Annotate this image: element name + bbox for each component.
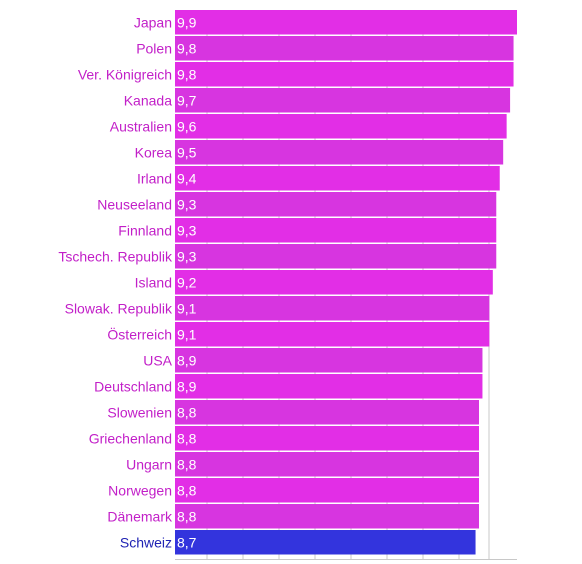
category-label-3: Kanada — [124, 92, 172, 108]
bar-3 — [175, 88, 511, 113]
category-label-12: Österreich — [107, 325, 172, 342]
category-labels: Japan Polen Ver. Königreich Kanada Australie… — [58, 14, 173, 550]
value-label-3: 9,7 — [177, 92, 197, 108]
value-label-16: 8,8 — [177, 430, 197, 446]
category-label-17: Ungarn — [126, 456, 172, 472]
bar-10 — [175, 270, 493, 295]
bar-5 — [175, 140, 504, 165]
value-label-8: 9,3 — [177, 222, 197, 238]
bar-12 — [175, 322, 490, 347]
bar-20 — [175, 530, 476, 555]
bar-15 — [175, 400, 479, 425]
value-label-11: 9,1 — [177, 300, 197, 316]
bar-16 — [175, 426, 479, 451]
bar-7 — [175, 192, 497, 217]
category-label-8: Finnland — [118, 222, 172, 238]
bar-8 — [175, 218, 497, 243]
value-label-20: 8,7 — [177, 534, 197, 550]
value-label-1: 9,8 — [177, 40, 197, 56]
value-label-19: 8,8 — [177, 508, 197, 524]
value-label-0: 9,9 — [177, 14, 197, 30]
category-label-2: Ver. Königreich — [78, 66, 172, 82]
category-label-9: Tschech. Republik — [58, 248, 173, 264]
category-label-0: Japan — [134, 14, 172, 30]
bar-11 — [175, 296, 490, 321]
value-label-7: 9,3 — [177, 196, 197, 212]
value-label-15: 8,8 — [177, 404, 197, 420]
category-label-13: USA — [143, 352, 172, 368]
category-label-7: Neuseeland — [97, 196, 172, 212]
value-labels: 9,9 9,8 9,8 9,7 9,6 9,5 9,4 9,3 9,3 9,3 9,2 9,1 9,1 8… — [177, 14, 197, 550]
category-label-20: Schweiz — [120, 534, 172, 550]
value-label-6: 9,4 — [177, 170, 197, 186]
category-label-15: Slowenien — [107, 404, 172, 420]
bar-1 — [175, 36, 514, 61]
bar-9 — [175, 244, 497, 269]
value-label-10: 9,2 — [177, 274, 197, 290]
category-label-19: Dänemark — [107, 508, 173, 524]
value-label-9: 9,3 — [177, 248, 197, 264]
bar-17 — [175, 452, 479, 477]
bars — [175, 10, 517, 555]
value-label-4: 9,6 — [177, 118, 197, 134]
bar-14 — [175, 374, 483, 399]
bar-0 — [175, 10, 517, 35]
category-label-6: Irland — [137, 170, 172, 186]
category-label-10: Island — [135, 274, 172, 290]
value-label-18: 8,8 — [177, 482, 197, 498]
category-label-11: Slowak. Republik — [65, 300, 173, 316]
value-label-17: 8,8 — [177, 456, 197, 472]
category-label-5: Korea — [135, 144, 173, 160]
bar-18 — [175, 478, 479, 503]
bar-2 — [175, 62, 514, 87]
category-label-18: Norwegen — [108, 482, 172, 498]
bar-13 — [175, 348, 483, 373]
value-label-14: 8,9 — [177, 378, 197, 394]
bar-4 — [175, 114, 507, 139]
bar-19 — [175, 504, 479, 529]
category-label-16: Griechenland — [89, 430, 172, 446]
category-label-4: Australien — [110, 118, 172, 134]
value-label-2: 9,8 — [177, 66, 197, 82]
value-label-5: 9,5 — [177, 144, 197, 160]
category-label-1: Polen — [136, 40, 172, 56]
category-label-14: Deutschland — [94, 378, 172, 394]
value-label-13: 8,9 — [177, 352, 197, 368]
value-label-12: 9,1 — [177, 326, 197, 342]
bar-6 — [175, 166, 500, 191]
